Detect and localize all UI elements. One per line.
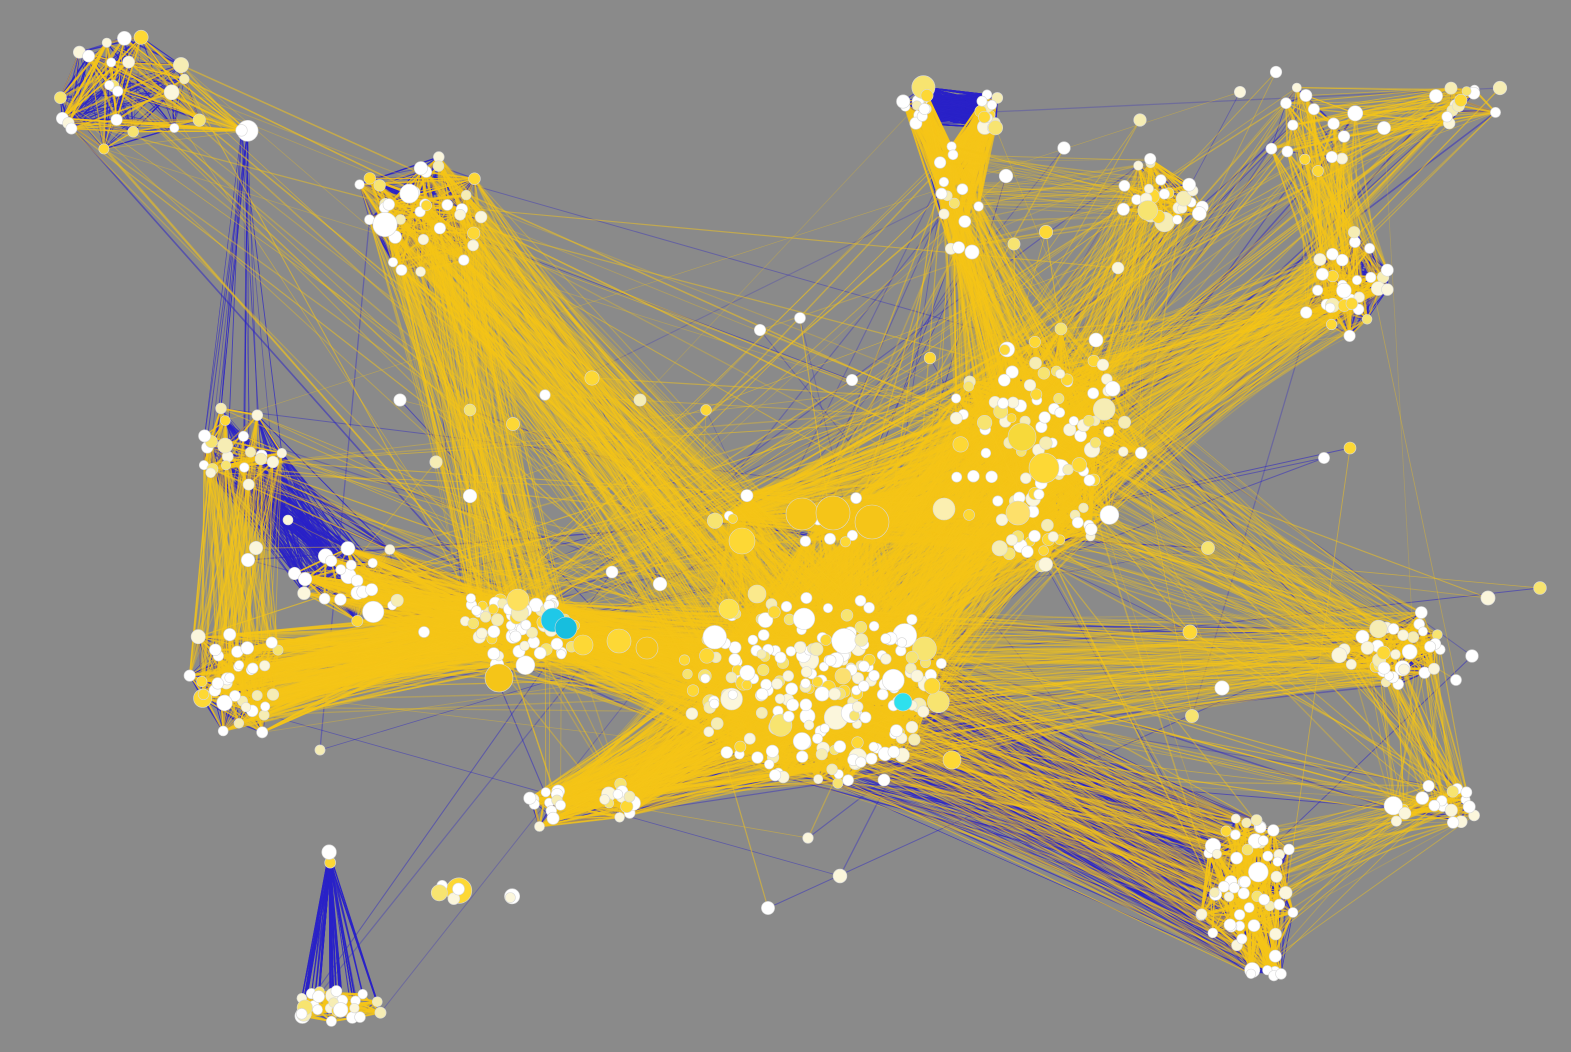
network-graph[interactable] xyxy=(0,0,1571,1052)
graph-canvas[interactable] xyxy=(0,0,1571,1052)
